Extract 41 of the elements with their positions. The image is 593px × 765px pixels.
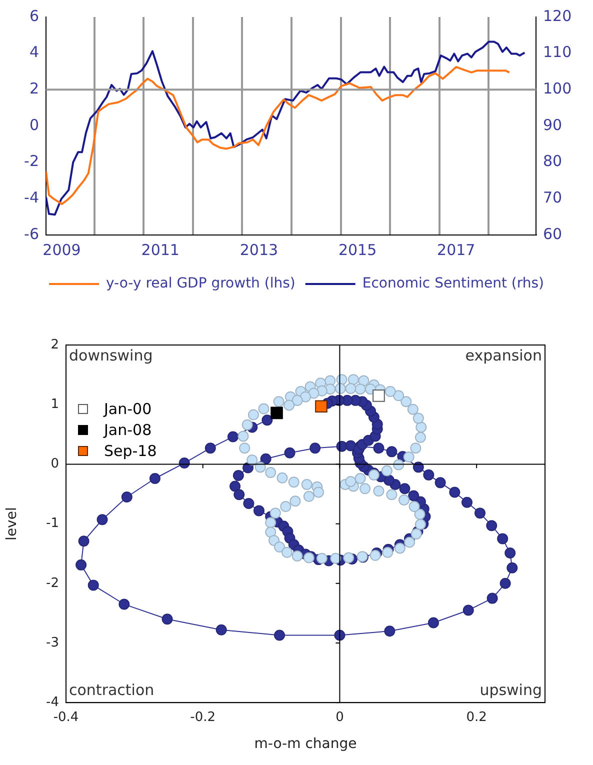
y-tick-label: 6 [29, 6, 39, 25]
y-tick-label: -6 [24, 224, 39, 243]
y-tick-label: 2 [29, 80, 39, 98]
y2-tick-label: 70 [543, 188, 562, 207]
legend-label: Jan-00 [103, 400, 152, 418]
x-tick-label: 2011 [141, 240, 180, 259]
y2-tick-label: 100 [543, 80, 572, 98]
legend-label: y-o-y real GDP growth (lhs) [106, 276, 296, 292]
y2-tick-label: 90 [543, 116, 562, 134]
legend-label: Sep-18 [104, 442, 157, 460]
y-tick-label: 2 [50, 337, 59, 352]
y-tick-label: -4 [46, 694, 59, 710]
y-tick-label: -2 [24, 152, 39, 170]
x-tick-label: -0.2 [190, 710, 216, 725]
legend-label: Jan-08 [103, 420, 152, 439]
y-tick-label: -2 [46, 576, 59, 591]
y-tick-label: -4 [24, 188, 39, 207]
y-axis-title: level [4, 507, 20, 540]
annotation: upswing [480, 680, 542, 699]
annotation: downswing [69, 346, 153, 364]
x-tick-label: 2013 [240, 240, 278, 259]
y-tick-label: 1 [50, 396, 59, 412]
x-tick-label: -0.4 [53, 710, 79, 725]
x-tick-label: 2009 [42, 240, 81, 259]
x-tick-label: 0 [336, 710, 344, 725]
y2-tick-label: 80 [543, 152, 562, 170]
x-tick-label: 0.2 [466, 710, 487, 725]
y2-tick-label: 110 [543, 43, 572, 62]
x-tick-label: 2015 [338, 240, 377, 259]
annotation: expansion [465, 346, 542, 364]
y2-tick-label: 60 [543, 224, 562, 243]
y2-tick-label: 120 [543, 6, 572, 25]
x-tick-label: 2017 [437, 240, 476, 259]
y-tick-label: 4 [29, 43, 39, 62]
y-tick-label: 0 [50, 456, 59, 472]
y-tick-label: -3 [46, 635, 59, 650]
annotation: contraction [69, 680, 154, 699]
y-tick-label: 0 [29, 116, 39, 134]
y-tick-label: -1 [46, 516, 59, 532]
legend-label: Economic Sentiment (rhs) [362, 276, 544, 292]
x-axis-title: m-o-m change [254, 736, 357, 752]
